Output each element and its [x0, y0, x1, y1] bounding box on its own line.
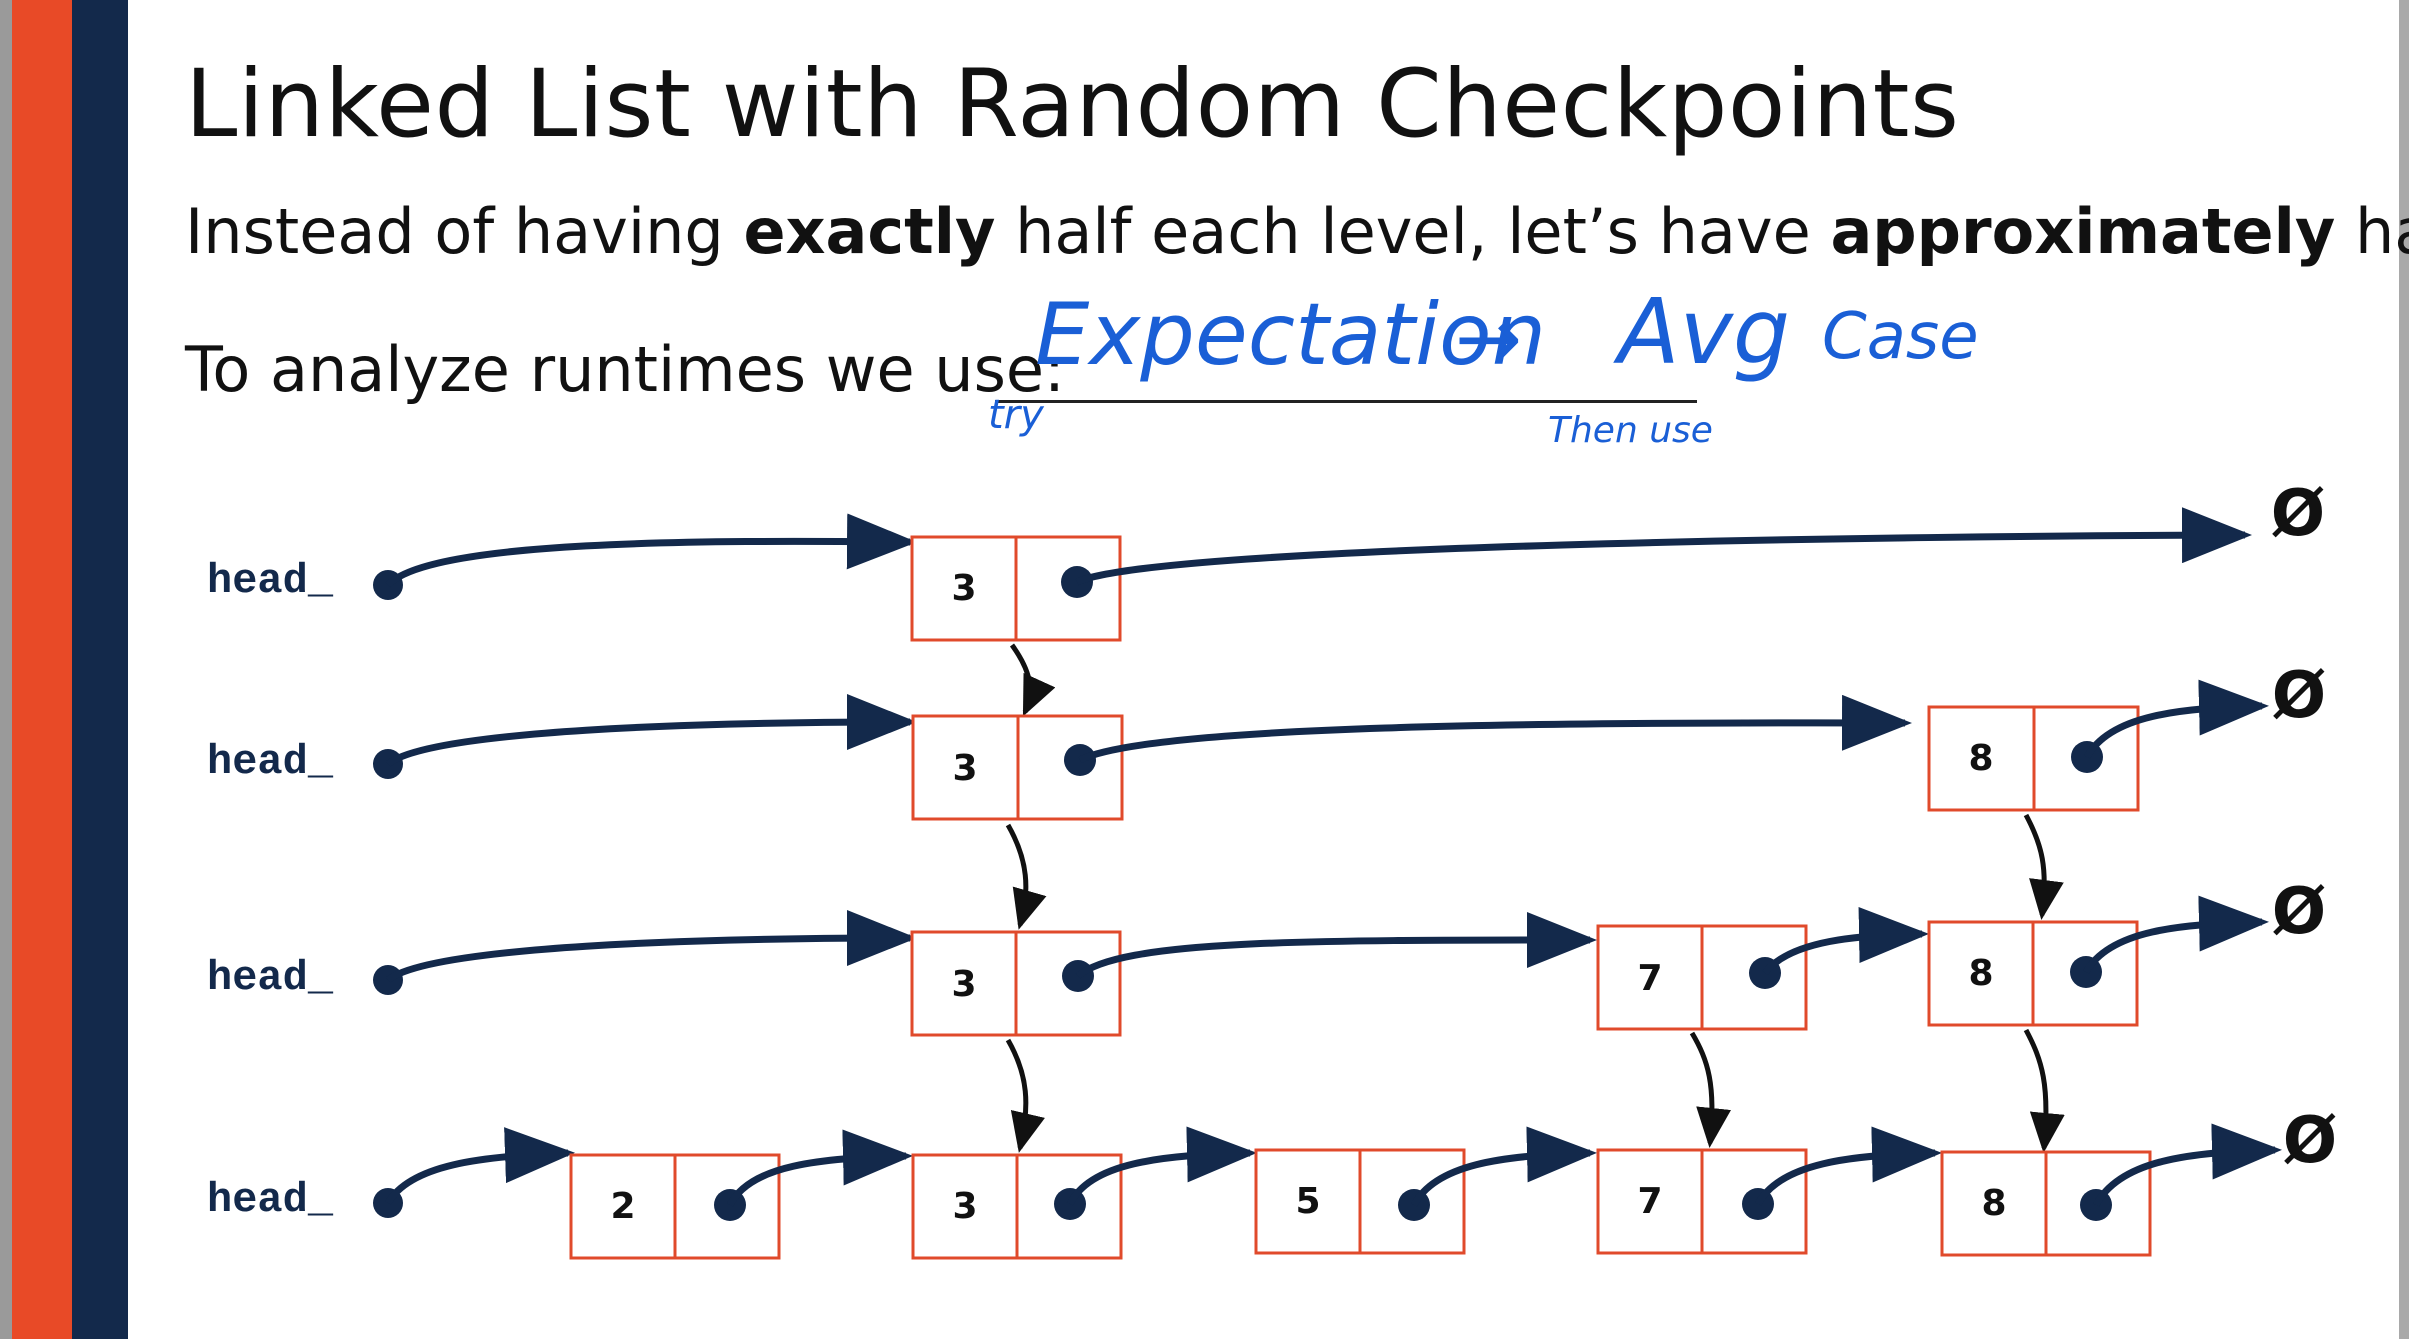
subtitle-bold-approximately: approximately [1830, 195, 2336, 268]
node-value: 8 [1968, 953, 1993, 994]
down-arrow [1689, 1031, 1732, 1148]
node-value: 5 [1295, 1181, 1320, 1222]
level-2: head_ 3 8 Ø [207, 659, 2326, 930]
handwritten-arrow: → [1455, 292, 1523, 385]
node-value: 3 [952, 1186, 977, 1227]
handwritten-case: Case [1822, 300, 1979, 374]
down-arrow [1009, 643, 1056, 717]
accent-bar-navy [72, 0, 128, 1339]
node-value: 3 [951, 964, 976, 1005]
node-value: 2 [610, 1186, 635, 1227]
pointer-arrow [1075, 507, 2252, 586]
node: 3 [910, 930, 1122, 1037]
node: 8 [1927, 920, 2139, 1027]
down-arrow [1005, 823, 1047, 930]
level-0: head_ 2 3 5 7 [207, 1104, 2337, 1260]
down-arrow [2023, 1028, 2065, 1153]
head-label: head_ [207, 557, 334, 605]
accent-bar-orange [12, 0, 72, 1339]
node: 7 [1596, 1148, 1808, 1255]
pointer-arrow [726, 1129, 913, 1207]
null-symbol: Ø [2272, 659, 2326, 733]
pointer-arrow [1075, 912, 1597, 979]
pointer-arrow [2083, 679, 2269, 759]
head-label: head_ [207, 954, 334, 1002]
pointer-arrow [385, 513, 917, 588]
head-label: head_ [207, 1176, 334, 1224]
level-3: head_ 3 Ø [207, 477, 2325, 717]
pointer-arrow [1066, 1126, 1257, 1206]
node: 3 [910, 535, 1122, 642]
window-edge-left [0, 0, 12, 1339]
pointer-arrow [384, 1127, 575, 1205]
slide-title: Linked List with Random Checkpoints [185, 50, 1960, 159]
handwritten-answer: Expectation [1035, 285, 1547, 385]
subtitle-text-2: half each level, let’s have [995, 195, 1831, 268]
analysis-prompt: To analyze runtimes we use: [185, 333, 1065, 406]
pointer-arrow [1410, 1126, 1597, 1207]
handwritten-try: try [988, 392, 1044, 438]
level-1: head_ 3 7 8 Ø [207, 875, 2326, 1153]
answer-blank-line [995, 400, 1697, 403]
null-symbol: Ø [2271, 477, 2325, 551]
window-edge-right [2399, 0, 2409, 1339]
pointer-arrow [385, 694, 917, 767]
subtitle-bold-exactly: exactly [743, 195, 996, 268]
node-value: 3 [951, 568, 976, 609]
node: 7 [1596, 924, 1808, 1031]
null-symbol: Ø [2283, 1104, 2337, 1178]
node: 5 [1254, 1148, 1466, 1255]
pointer-arrow [1762, 907, 1929, 976]
null-symbol: Ø [2272, 875, 2326, 949]
node-value: 8 [1968, 738, 1993, 779]
slide-subtitle: Instead of having exactly half each leve… [185, 195, 2409, 268]
node: 3 [911, 714, 1124, 821]
node: 8 [1927, 705, 2140, 812]
handwritten-avg: Avg [1618, 280, 1790, 385]
head-label: head_ [207, 738, 334, 786]
subtitle-text-1: Instead of having [185, 195, 744, 268]
node-value: 8 [1981, 1183, 2006, 1224]
pointer-arrow [385, 910, 917, 983]
node: 8 [1940, 1150, 2152, 1257]
pointer-arrow [1754, 1126, 1942, 1206]
handwritten-then-use: Then use [1548, 410, 1713, 451]
node-value: 7 [1637, 958, 1662, 999]
node: 2 [569, 1153, 781, 1260]
subtitle-text-3: half! [2354, 195, 2409, 268]
pointer-arrow [1078, 694, 1912, 764]
pointer-arrow [2092, 1123, 2282, 1207]
node-value: 7 [1637, 1181, 1662, 1222]
pointer-arrow [2082, 895, 2269, 974]
node-value: 3 [952, 748, 977, 789]
down-arrow [2023, 813, 2064, 920]
down-arrow [1005, 1038, 1045, 1153]
node: 3 [911, 1153, 1123, 1260]
